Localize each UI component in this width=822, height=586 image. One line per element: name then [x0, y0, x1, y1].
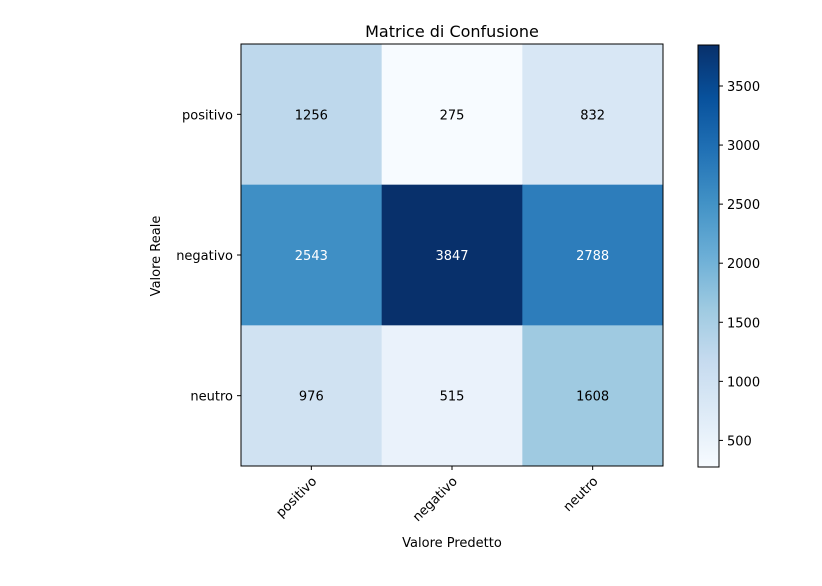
heatmap-cells: 1256 275 832 2543 3847 2788 976 515 1608	[241, 44, 664, 467]
cell-value-0-0: 1256	[295, 108, 328, 123]
heatmap-cell-0-0	[241, 44, 383, 186]
cell-value-0-1: 275	[440, 108, 465, 123]
cell-value-1-2: 2788	[576, 249, 609, 264]
heatmap-cell-0-1	[381, 44, 523, 186]
heatmap-cell-2-2	[522, 325, 664, 467]
chart-title: Matrice di Confusione	[365, 22, 539, 41]
colorbar-ticks: 500 1000 1500 2000 2500 3000 3500	[719, 80, 760, 449]
cell-value-1-0: 2543	[295, 249, 328, 264]
cell-value-1-1: 3847	[435, 249, 468, 264]
colorbar-frame	[697, 44, 720, 468]
y-tick-label-0: positivo	[182, 108, 233, 123]
heatmap-cell-0-2	[522, 44, 664, 186]
colorbar-tick-label-6: 3500	[727, 80, 760, 95]
x-tick-label-0: positivo	[274, 474, 321, 521]
heatmap-cell-2-1	[381, 325, 523, 467]
heatmap-cell-1-1	[381, 184, 523, 326]
y-axis-ticks: positivo negativo neutro	[176, 108, 241, 405]
cell-value-2-1: 515	[440, 390, 465, 405]
colorbar-tick-label-2: 1500	[727, 316, 760, 331]
colorbar-gradient	[698, 45, 719, 467]
colorbar-tick-label-1: 1000	[727, 375, 760, 390]
cell-value-2-0: 976	[299, 390, 324, 405]
colorbar-tick-label-4: 2500	[727, 198, 760, 213]
y-axis-label: Valore Reale	[149, 216, 164, 297]
colorbar: 500 1000 1500 2000 2500 3000 3500	[697, 44, 760, 468]
cell-value-2-2: 1608	[576, 390, 609, 405]
y-tick-label-2: neutro	[190, 390, 233, 405]
x-axis-label: Valore Predetto	[402, 536, 502, 551]
heatmap-cell-1-2	[522, 184, 664, 326]
colorbar-tick-label-3: 2000	[727, 257, 760, 272]
x-tick-label-2: neutro	[561, 474, 602, 515]
x-tick-label-1: negativo	[410, 474, 461, 525]
cell-value-0-2: 832	[580, 108, 605, 123]
colorbar-tick-label-5: 3000	[727, 139, 760, 154]
heatmap-cell-2-0	[241, 325, 383, 467]
y-tick-label-1: negativo	[176, 249, 233, 264]
colorbar-tick-label-0: 500	[727, 434, 752, 449]
x-axis-ticks: positivo negativo neutro	[274, 466, 602, 525]
heatmap-cell-1-0	[241, 184, 383, 326]
